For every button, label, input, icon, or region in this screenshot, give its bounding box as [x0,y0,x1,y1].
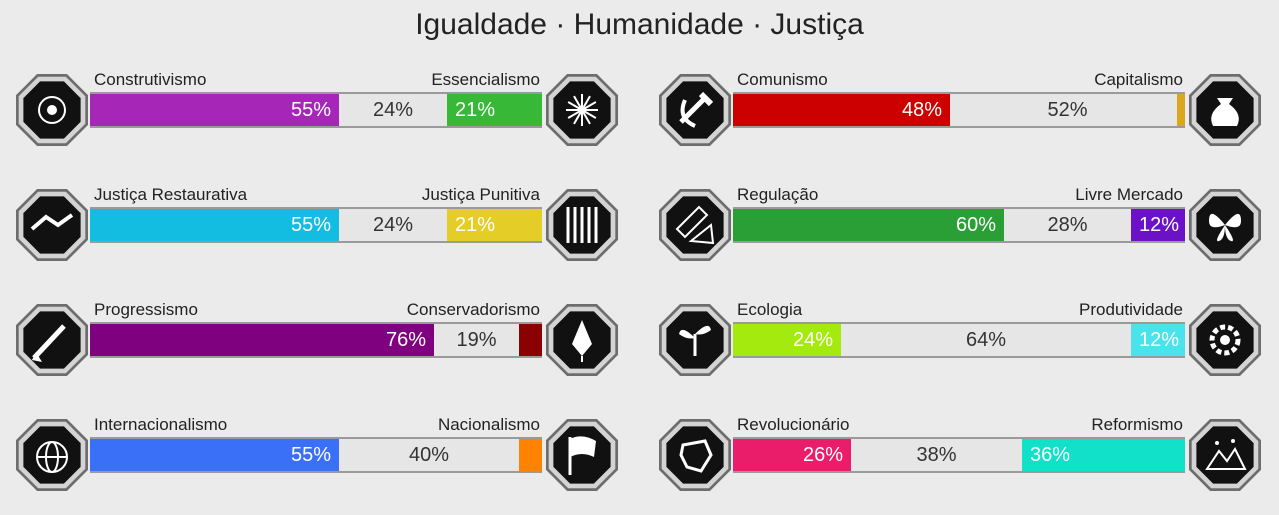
pen-nib-icon [542,300,622,380]
left-label: Construtivismo [94,70,207,89]
right-segment: 21% [447,209,542,241]
left-segment: 76% [90,324,434,356]
axis-revolucion-rio: 26% 38% 36% Revolucionário Reformismo [655,415,1265,505]
flag-icon [542,415,622,495]
center-segment: 38% [916,444,957,466]
right-segment: 36% [1022,439,1185,471]
left-label: Comunismo [737,70,828,89]
axis-bar: 26% 38% 36% [733,437,1185,473]
axis-bar: 55% 40% [90,437,542,473]
globe-icon [12,415,92,495]
left-label: Justiça Restaurativa [94,185,248,204]
right-segment [519,324,542,356]
plant-icon [655,300,735,380]
right-segment [1177,94,1185,126]
left-label: Internacionalismo [94,415,228,434]
center-segment: 24% [372,214,414,236]
axis-comunismo: 48% 52% Comunismo Capitalismo [655,70,1265,160]
left-segment: 48% [733,94,950,126]
right-label: Essencialismo [431,70,540,89]
right-label: Reformismo [1091,415,1183,434]
axis-bar: 48% 52% [733,92,1185,128]
gear-icon [1185,300,1265,380]
right-label: Livre Mercado [1075,185,1183,204]
right-segment: 21% [447,94,542,126]
axis-ecologia: 24% 64% 12% Ecologia Produtividade [655,300,1265,390]
left-label: Progressismo [94,300,198,319]
center-segment: 24% [372,99,414,121]
landscape-icon [1185,415,1265,495]
ruler-icon [655,185,735,265]
right-label: Conservadorismo [406,300,540,319]
hammer-sickle-icon [655,70,735,150]
left-label: Revolucionário [737,415,850,434]
axis-bar: 24% 64% 12% [733,322,1185,358]
money-bag-icon [1185,70,1265,150]
left-segment: 26% [733,439,851,471]
right-segment: 12% [1131,209,1185,241]
eye-icon [12,70,92,150]
center-segment: 40% [408,444,450,466]
axis-bar: 55% 24% 21% [90,92,542,128]
right-segment: 12% [1131,324,1185,356]
flower-icon [542,70,622,150]
center-segment: 64% [965,329,1007,351]
right-label: Produtividade [1079,300,1183,319]
center-segment: 52% [1047,99,1088,121]
axis-internacionalismo: 55% 40% Internacionalismo Nacionalismo [12,415,622,505]
left-segment: 55% [90,439,339,471]
right-label: Justiça Punitiva [421,185,540,204]
rocket-icon [12,300,92,380]
page-title: Igualdade · Humanidade · Justiça [415,8,864,41]
center-segment: 19% [456,329,497,351]
center-segment: 28% [1047,214,1088,236]
right-label: Nacionalismo [437,415,540,434]
left-label: Ecologia [737,300,803,319]
axis-progressismo: 76% 19% Progressismo Conservadorismo [12,300,622,390]
left-segment: 60% [733,209,1004,241]
fist-icon [655,415,735,495]
butterfly-icon [1185,185,1265,265]
axis-regula--o: 60% 28% 12% Regulação Livre Mercado [655,185,1265,275]
left-segment: 24% [733,324,841,356]
axis-bar: 76% 19% [90,322,542,358]
axis-bar: 60% 28% 12% [733,207,1185,243]
handshake-icon [12,185,92,265]
left-segment: 55% [90,94,339,126]
axis-construtivismo: 55% 24% 21% Construtivismo Essencialismo [12,70,622,160]
left-segment: 55% [90,209,339,241]
right-label: Capitalismo [1094,70,1183,89]
prison-bars-icon [542,185,622,265]
left-label: Regulação [737,185,819,204]
axis-justi-a-restaurativa: 55% 24% 21% Justiça Restaurativa Justiça Pun… [12,185,622,275]
axis-bar: 55% 24% 21% [90,207,542,243]
right-segment [519,439,542,471]
